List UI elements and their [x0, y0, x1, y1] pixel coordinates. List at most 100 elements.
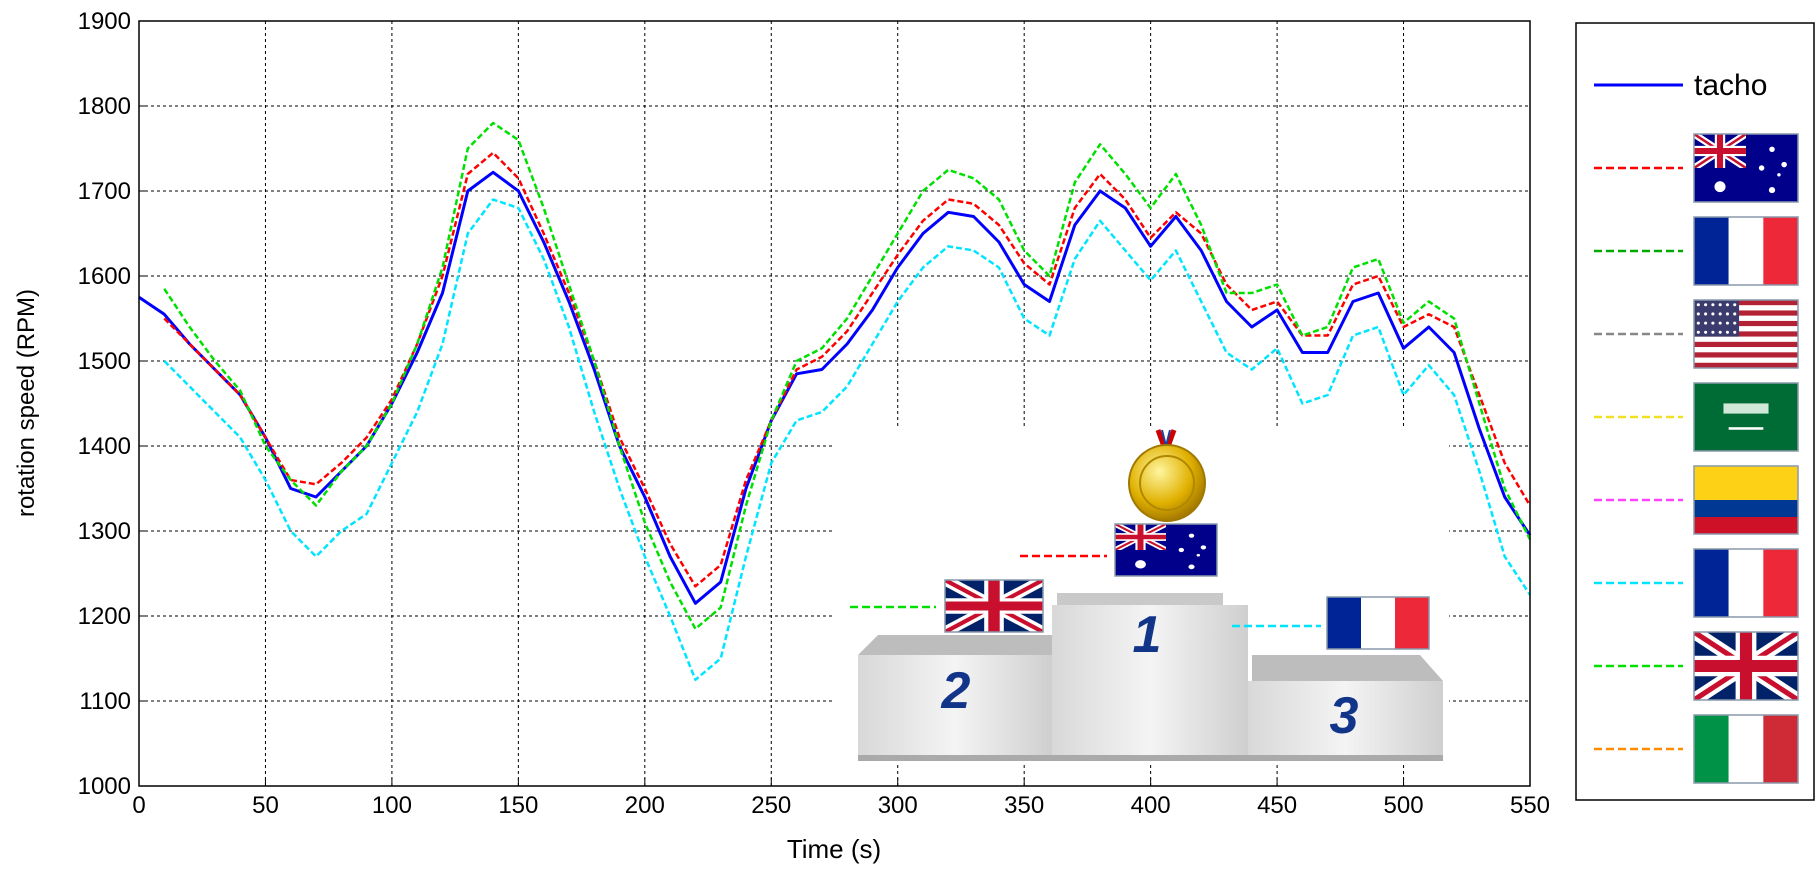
flag-part	[1361, 597, 1395, 649]
flag-part	[1697, 331, 1700, 334]
flag-part	[1729, 427, 1764, 430]
legend-label: tacho	[1694, 69, 1767, 102]
flag-part	[1327, 597, 1361, 649]
flag	[1115, 524, 1217, 576]
podium-base	[858, 755, 1443, 761]
chart: 123 Time (s) rotation speed (RPM) 050100…	[0, 0, 1817, 864]
flag-part	[1759, 165, 1765, 170]
flag	[1694, 134, 1798, 202]
flag-part	[1711, 312, 1714, 315]
flag-part	[1763, 715, 1798, 783]
flag-part	[1694, 500, 1798, 517]
flag-part	[1694, 337, 1798, 342]
flag-part	[1711, 322, 1714, 325]
flag-part	[1719, 322, 1722, 325]
y-tick-label: 1000	[78, 773, 131, 800]
flag-part	[1694, 352, 1798, 357]
flag	[1694, 466, 1798, 534]
flag-part	[1704, 303, 1707, 306]
podium-step-3-top	[1252, 655, 1443, 681]
flag-part	[1729, 549, 1764, 617]
flag-part	[1729, 715, 1764, 783]
flag-part	[1694, 217, 1729, 285]
flag-part	[1694, 134, 1746, 168]
flag-part	[1704, 312, 1707, 315]
flag-part	[1733, 331, 1736, 334]
y-tick-label: 1100	[79, 688, 131, 715]
flag-part	[1726, 322, 1729, 325]
x-tick-label: 500	[1384, 792, 1424, 819]
flag-part	[1115, 524, 1166, 550]
flag-part	[1733, 303, 1736, 306]
y-axis-label: rotation speed (RPM)	[13, 289, 40, 517]
flag	[1694, 217, 1798, 285]
flag-part	[1726, 312, 1729, 315]
flag-part	[1726, 331, 1729, 334]
flag-part	[1179, 548, 1184, 552]
x-tick-label: 550	[1510, 792, 1550, 819]
podium-step-1-top	[1057, 593, 1223, 605]
flag-part	[1694, 347, 1798, 352]
x-tick-label: 250	[751, 792, 791, 819]
x-tick-label: 100	[372, 792, 412, 819]
podium: 1 2 3	[835, 429, 1449, 765]
flag-part	[1733, 322, 1736, 325]
podium-number: 2	[941, 662, 971, 720]
x-tick-label: 450	[1257, 792, 1297, 819]
flag-part	[1694, 383, 1798, 451]
flag-part	[1201, 545, 1206, 549]
y-tick-label: 1300	[78, 518, 131, 545]
y-tick-label: 1500	[78, 348, 131, 375]
flag-part	[1719, 331, 1722, 334]
flag-part	[1135, 560, 1146, 568]
flag-part	[1726, 303, 1729, 306]
flag-part	[1711, 303, 1714, 306]
x-tick-label: 300	[878, 792, 918, 819]
flag-part	[1694, 715, 1729, 783]
y-tick-label: 1800	[78, 93, 131, 120]
flag-part	[1781, 162, 1787, 167]
flag	[1694, 632, 1798, 700]
flag-part	[1188, 565, 1194, 570]
flag-part	[1769, 147, 1775, 152]
flag-part	[1733, 312, 1736, 315]
flag	[1694, 383, 1798, 451]
flag-part	[1763, 217, 1798, 285]
flag-part	[1697, 322, 1700, 325]
y-tick-label: 1700	[78, 178, 131, 205]
flag-part	[1723, 403, 1768, 413]
x-tick-label: 400	[1131, 792, 1171, 819]
flag-part	[1694, 549, 1729, 617]
flag-part	[1704, 331, 1707, 334]
flag-part	[1395, 597, 1429, 649]
flag	[945, 580, 1043, 632]
y-tick-label: 1400	[78, 433, 131, 460]
podium-number: 3	[1330, 687, 1359, 745]
flag-part	[1197, 554, 1200, 557]
flag	[1694, 715, 1798, 783]
flag-part	[1694, 358, 1798, 363]
flag-part	[1694, 466, 1798, 500]
flag-part	[1704, 322, 1707, 325]
x-tick-label: 150	[498, 792, 538, 819]
flag-part	[1697, 303, 1700, 306]
flag-part	[1777, 173, 1780, 176]
podium-number: 1	[1133, 606, 1162, 664]
flag-part	[1711, 331, 1714, 334]
x-tick-label: 350	[1004, 792, 1044, 819]
flag-part	[1769, 187, 1775, 193]
flag	[1327, 597, 1429, 649]
x-tick-label: 50	[252, 792, 279, 819]
flag	[1694, 300, 1798, 368]
flag-part	[1694, 342, 1798, 347]
flag-part	[1694, 517, 1798, 534]
flag-part	[1697, 312, 1700, 315]
y-tick-label: 1900	[78, 8, 131, 35]
y-tick-label: 1200	[78, 603, 131, 630]
podium-step-2-top	[858, 635, 1052, 655]
flag-part	[1719, 303, 1722, 306]
flag-part	[1189, 534, 1194, 538]
x-axis-label: Time (s)	[787, 834, 881, 864]
x-tick-label: 200	[625, 792, 665, 819]
flag	[1694, 549, 1798, 617]
